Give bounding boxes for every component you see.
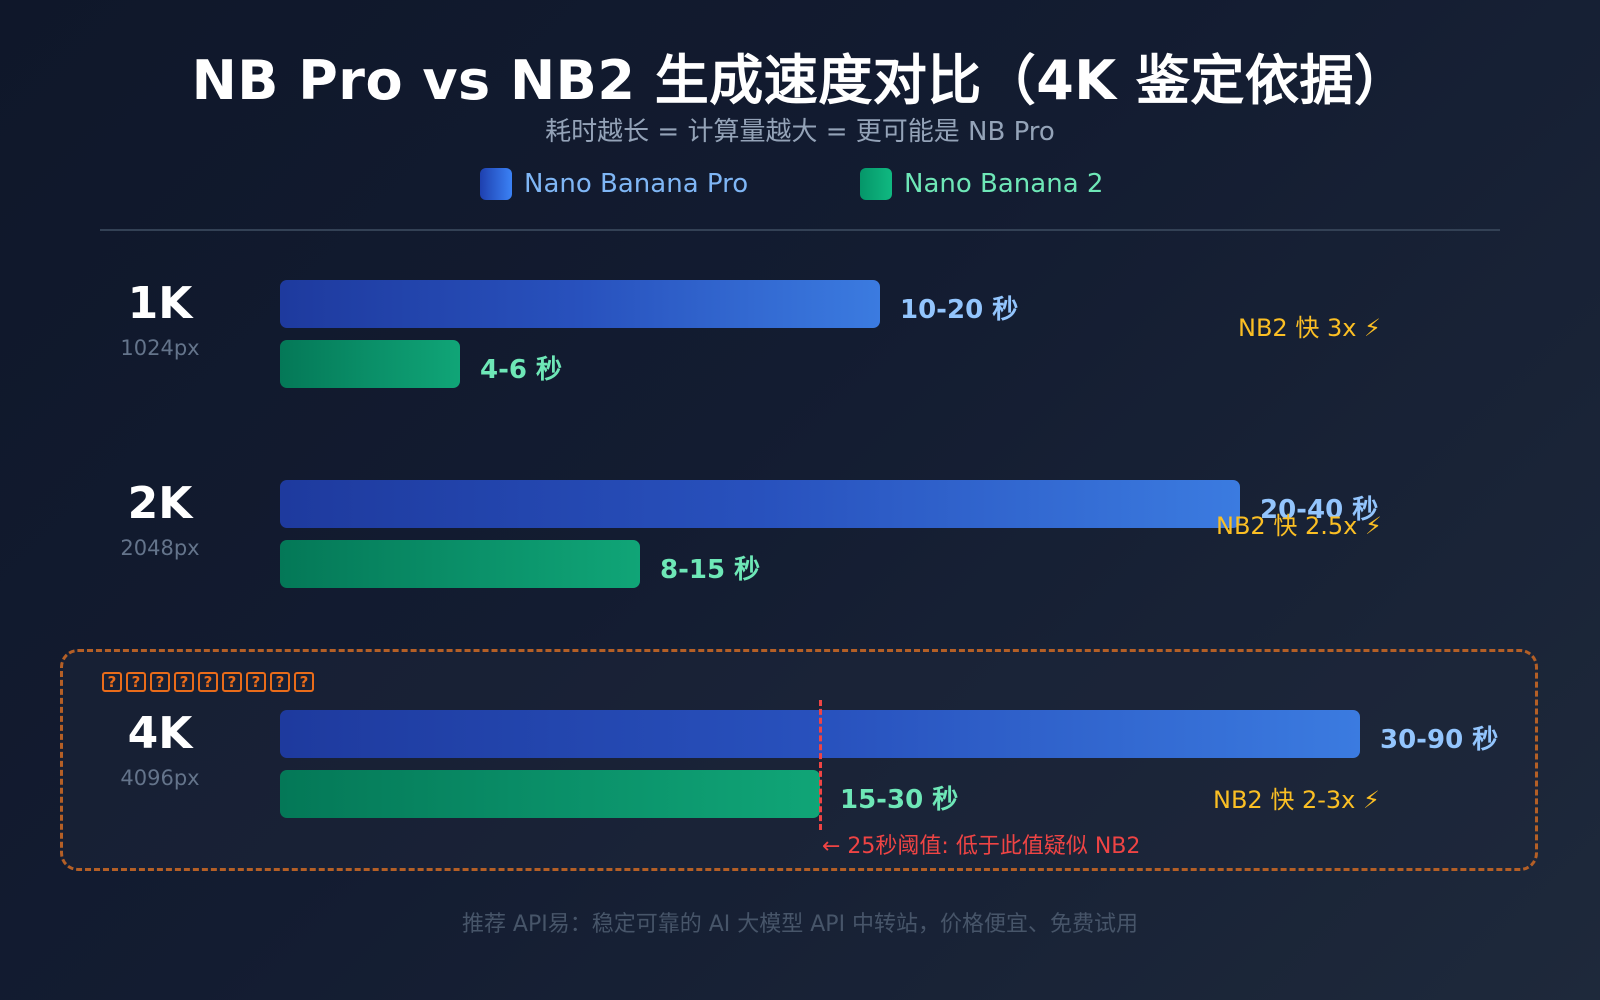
row-2k-speedup: NB2 快 2.5x ⚡ (1216, 512, 1382, 540)
missing-glyph-icon: ? (126, 672, 146, 692)
row-1k-speedup: NB2 快 3x ⚡ (1238, 314, 1381, 342)
missing-glyph-icon: ? (102, 672, 122, 692)
missing-glyph-icon: ? (198, 672, 218, 692)
threshold-annotation: ← 25秒阈值: 低于此值疑似 NB2 (822, 834, 1141, 859)
row-1k-pixels: 1024px (120, 336, 200, 360)
row-4k-pro-value: 30-90 秒 (1380, 725, 1499, 755)
row-2k-nb2-value: 8-15 秒 (660, 555, 761, 585)
row-2k-resolution: 2K (127, 478, 193, 529)
missing-glyph-icon: ? (270, 672, 290, 692)
row-1k-pro-value: 10-20 秒 (900, 295, 1019, 325)
highlight-box-label: ? ? ? ? ? ? ? ? ? (102, 672, 314, 692)
chart-title: NB Pro vs NB2 生成速度对比（4K 鉴定依据） (191, 49, 1409, 112)
missing-glyph-icon: ? (174, 672, 194, 692)
footer-note: 推荐 API易：稳定可靠的 AI 大模型 API 中转站，价格便宜、免费试用 (461, 912, 1139, 937)
row-4k-resolution: 4K (127, 708, 193, 759)
row-2k-pro-value: 20-40 秒 (1260, 495, 1379, 525)
row-4k-nb2-bar (280, 770, 820, 818)
row-4k-nb2-value: 15-30 秒 (840, 785, 959, 815)
threshold-line (819, 700, 822, 830)
row-1k-resolution: 1K (127, 278, 193, 329)
row-4k-speedup: NB2 快 2-3x ⚡ (1213, 786, 1380, 814)
chart-subtitle: 耗时越长 = 计算量越大 = 更可能是 NB Pro (545, 117, 1055, 147)
legend-item-pro: Nano Banana Pro (480, 168, 748, 200)
row-1k-nb2-value: 4-6 秒 (480, 355, 563, 385)
legend-swatch-pro (480, 168, 512, 200)
missing-glyph-icon: ? (222, 672, 242, 692)
row-4k-pixels: 4096px (120, 766, 200, 790)
legend-item-nb2: Nano Banana 2 (860, 168, 1103, 200)
header-divider (100, 229, 1500, 231)
highlight-box-4k (60, 649, 1538, 871)
row-1k-nb2-bar (280, 340, 460, 388)
row-2k-pixels: 2048px (120, 536, 200, 560)
row-2k-pro-bar (280, 480, 1240, 528)
row-2k-nb2-bar (280, 540, 640, 588)
missing-glyph-icon: ? (294, 672, 314, 692)
legend-label-pro: Nano Banana Pro (524, 169, 749, 199)
missing-glyph-icon: ? (150, 672, 170, 692)
legend-label-nb2: Nano Banana 2 (904, 169, 1104, 199)
legend-swatch-nb2 (860, 168, 892, 200)
row-1k-pro-bar (280, 280, 880, 328)
missing-glyph-icon: ? (246, 672, 266, 692)
